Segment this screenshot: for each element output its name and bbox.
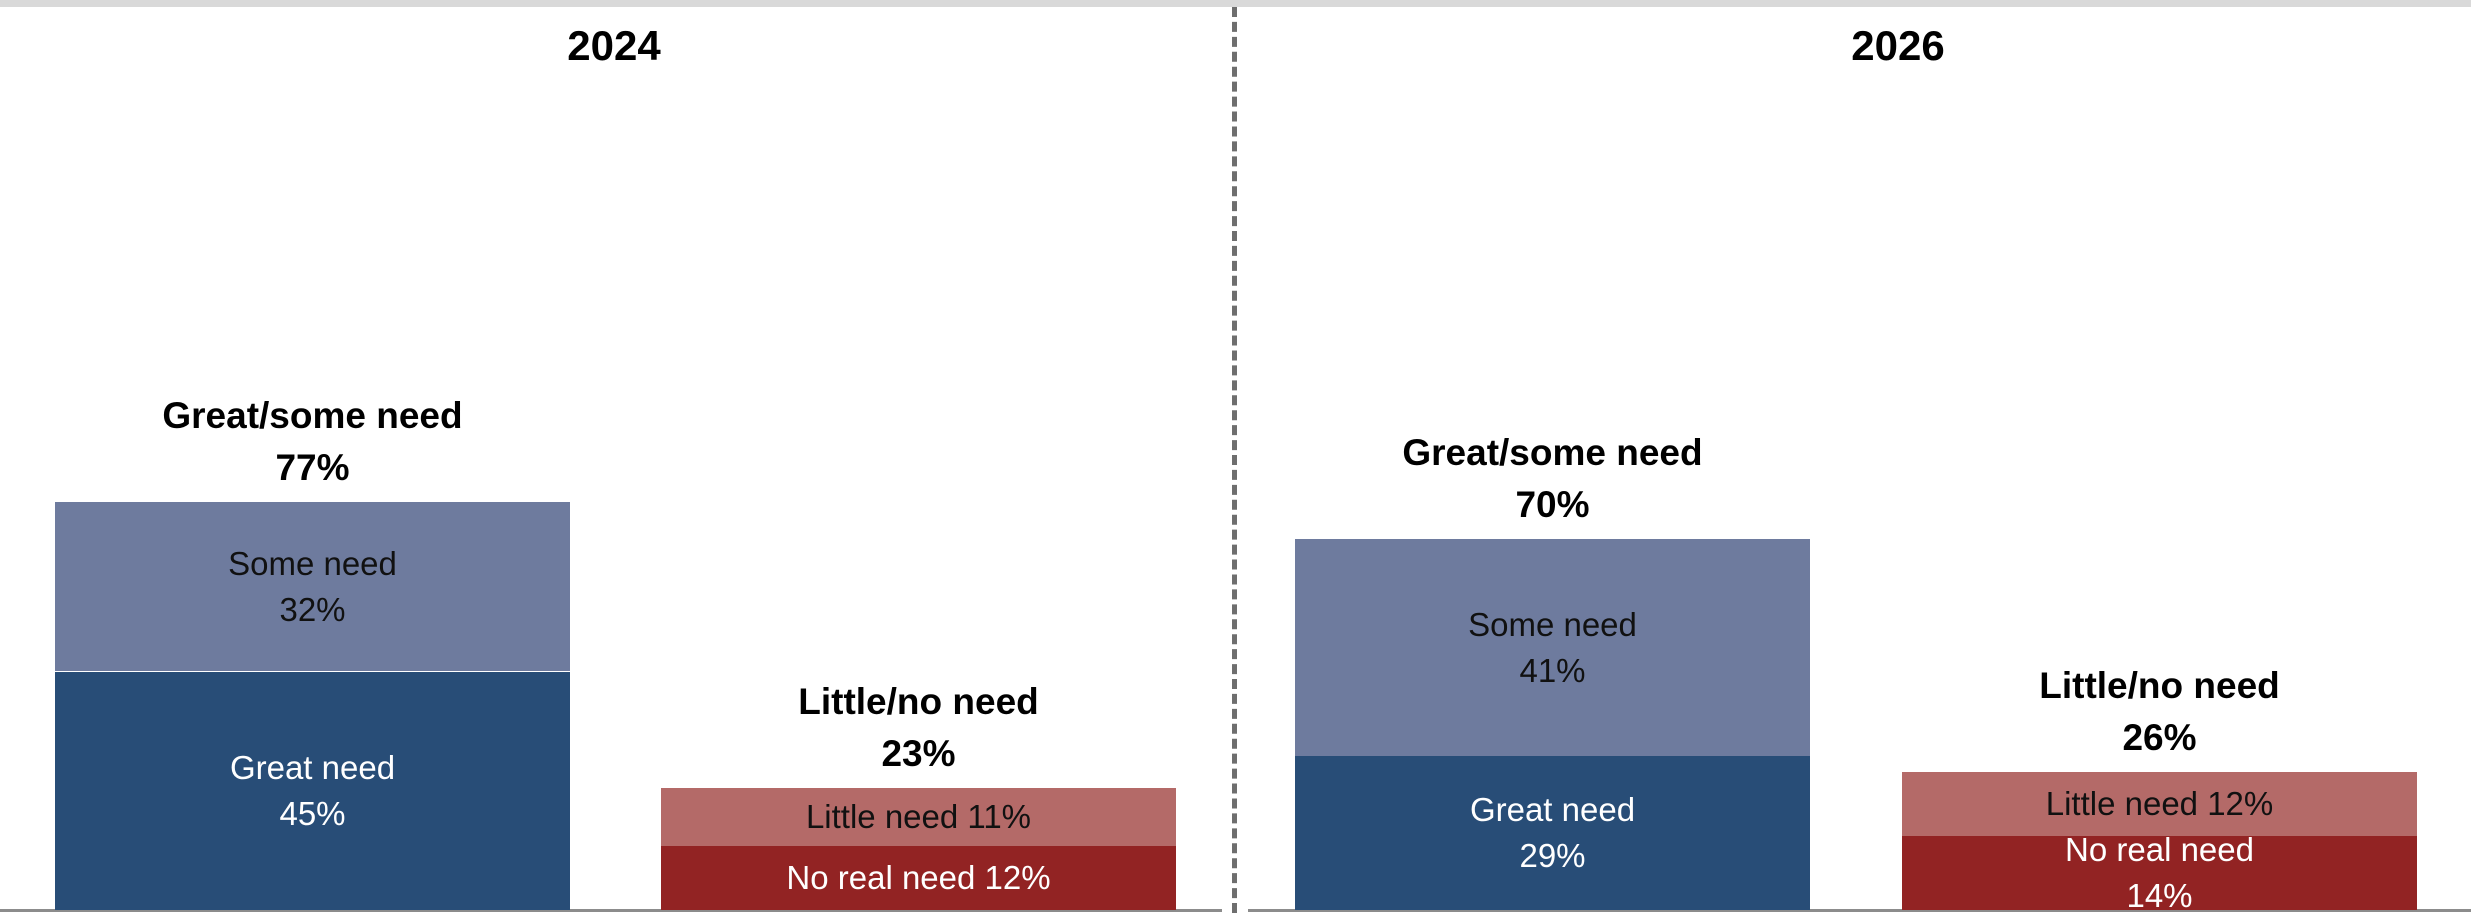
segment-value-label: 12% — [2207, 784, 2274, 822]
bar-segment-little-need: Little need 11% — [661, 788, 1176, 847]
bar-segment-some-need: Some need 41% — [1295, 539, 1810, 757]
bar-total-label: Great/some need 70% — [1295, 427, 1810, 531]
bar-segment-great-need: Great need 29% — [1295, 756, 1810, 910]
bar-segment-great-need: Great need 45% — [55, 671, 570, 910]
segment-value-label: 12% — [984, 859, 1051, 897]
group-total-value: 77% — [275, 446, 350, 488]
segment-value-label: 11% — [967, 798, 1032, 836]
group-label: Great/some need — [1402, 432, 1703, 473]
panel-title: 2026 — [1851, 22, 1945, 69]
group-label: Little/no need — [798, 681, 1039, 723]
bar-segment-little-need: Little need 12% — [1902, 772, 2417, 836]
segment-name-label: Great need — [229, 748, 396, 786]
group-label: Little/no need — [2039, 665, 2280, 707]
axis-baseline — [1248, 909, 2471, 912]
panel-title: 2024 — [567, 22, 661, 69]
segment-name-label: Little need — [2045, 784, 2199, 822]
panel-divider — [1232, 7, 1237, 913]
bar-total-label: Little/no need 26% — [1902, 660, 2417, 764]
group-total-value: 70% — [1515, 484, 1590, 525]
top-border — [0, 0, 2471, 7]
segment-name-label: No real need — [2065, 830, 2254, 868]
bar-total-label: Little/no need 23% — [661, 676, 1176, 780]
bar-total-label: Great/some need 77% — [55, 390, 570, 494]
axis-baseline — [0, 909, 1222, 912]
group-total-value: 23% — [881, 733, 956, 775]
segment-name-label: No real need — [786, 859, 976, 897]
segment-name-label: Some need — [228, 544, 397, 582]
segment-name-label: Great need — [1469, 791, 1636, 829]
segment-value-label: 45% — [279, 794, 346, 832]
bar-segment-no-real-need: No real need 12% — [661, 846, 1176, 910]
group-label: Great/some need — [162, 394, 463, 436]
segment-value-label: 29% — [1519, 837, 1586, 875]
segment-name-label: Some need — [1468, 605, 1637, 643]
segment-value-label: 14% — [2126, 876, 2193, 914]
bar-segment-no-real-need: No real need 14% — [1902, 831, 2417, 914]
segment-value-label: 32% — [279, 590, 346, 628]
segment-name-label: Little need — [805, 798, 959, 836]
bar-segment-some-need: Some need 32% — [55, 501, 570, 672]
group-total-value: 26% — [2122, 717, 2197, 759]
segment-value-label: 41% — [1519, 651, 1586, 689]
